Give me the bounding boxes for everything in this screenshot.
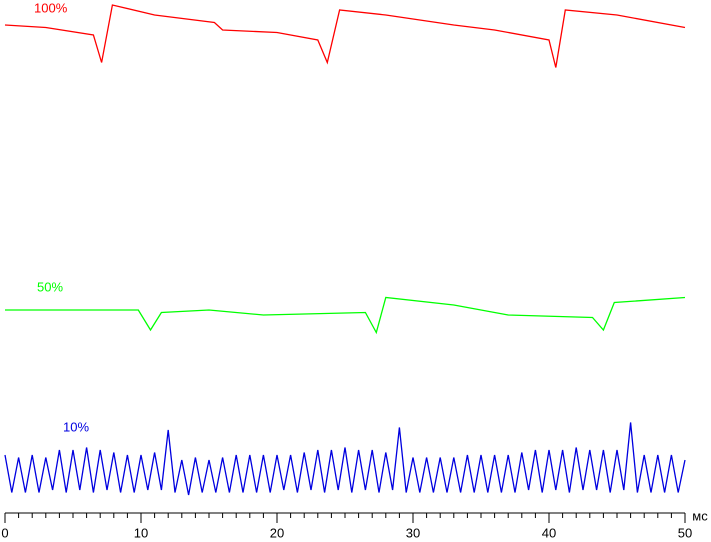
trace-line (4, 422, 686, 496)
x-tick-label: 50 (678, 525, 692, 540)
trace-line (5, 296, 686, 335)
x-tick-label: 20 (270, 525, 284, 540)
x-axis-unit: мс (692, 508, 708, 523)
x-tick-label: 30 (406, 525, 420, 540)
trace-line (4, 4, 686, 68)
x-tick-label: 0 (1, 525, 8, 540)
series-label: 50% (37, 279, 63, 294)
x-tick-label: 40 (542, 525, 556, 540)
series-label: 10% (63, 419, 89, 434)
x-tick-label: 10 (134, 525, 148, 540)
series-label: 100% (34, 0, 68, 15)
